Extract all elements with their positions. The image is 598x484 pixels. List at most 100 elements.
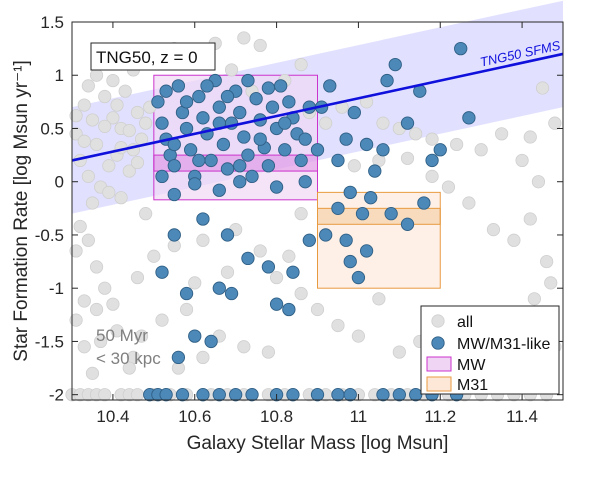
data-point-all (118, 84, 132, 98)
data-point-all (376, 116, 390, 130)
data-point-mw-m31 (278, 116, 292, 130)
x-axis-label: Galaxy Stellar Mass [log Msun] (187, 433, 449, 454)
data-point-all (69, 109, 83, 123)
data-point-all (122, 164, 136, 178)
data-point-all (106, 111, 120, 125)
annotation-aperture: < 30 kpc (96, 349, 161, 368)
data-point-mw-m31 (179, 95, 194, 109)
data-point-mw-m31 (233, 159, 247, 173)
data-point-all (139, 207, 153, 221)
data-point-all (224, 63, 239, 77)
data-point-all (77, 134, 91, 148)
data-point-mw-m31 (359, 137, 374, 152)
data-point-all (548, 116, 562, 130)
data-point-all (535, 81, 550, 95)
data-point-all (331, 318, 345, 333)
x-tick-label: 10.6 (178, 407, 211, 426)
data-point-all (130, 155, 145, 170)
data-point-mw-m31 (286, 388, 300, 402)
data-point-mw-m31 (433, 143, 447, 157)
data-point-mw-m31 (286, 265, 300, 279)
data-point-mw-m31 (400, 217, 415, 231)
data-point-mw-m31 (188, 177, 202, 191)
data-point-mw-m31 (167, 187, 181, 202)
data-point-all (372, 292, 386, 306)
data-point-mw-m31 (155, 265, 169, 279)
data-point-all (196, 233, 210, 247)
data-point-all (81, 233, 95, 247)
data-point-all (425, 132, 439, 146)
data-point-mw-m31 (220, 228, 235, 242)
data-point-mw-m31 (310, 388, 325, 402)
data-point-all (188, 276, 202, 290)
x-tick-label: 11 (350, 407, 368, 426)
data-point-all (89, 302, 104, 317)
y-tick-label: -0.5 (35, 226, 64, 245)
legend-swatch-mw (426, 356, 452, 372)
y-axis-label: Star Formation Rate [log Msun yr⁻¹] (11, 60, 32, 361)
data-point-all (269, 270, 284, 285)
data-point-all (347, 159, 361, 173)
data-point-mw-m31 (368, 164, 382, 178)
data-point-all (122, 124, 136, 138)
data-point-mw-m31 (155, 116, 169, 130)
data-point-mw-m31 (245, 388, 259, 402)
data-point-mw-m31 (282, 95, 296, 109)
data-point-all (81, 169, 95, 183)
y-tick-label: -2 (49, 386, 64, 405)
data-point-mw-m31 (282, 302, 296, 317)
y-tick-label: 1 (55, 66, 64, 85)
annotation-time-window: 50 Myr (96, 326, 148, 345)
data-point-mw-m31 (298, 132, 312, 146)
data-point-all (351, 329, 366, 343)
data-point-mw-m31 (265, 100, 280, 114)
data-point-all (106, 73, 120, 88)
data-point-all (220, 265, 235, 279)
annotation-box-label: TNG50, z = 0 (96, 48, 198, 67)
data-point-mw-m31 (188, 329, 202, 343)
data-point-all (81, 79, 95, 93)
legend-swatch-m31 (426, 376, 452, 392)
data-point-mw-m31 (376, 143, 390, 157)
data-point-all (89, 137, 104, 152)
data-point-mw-m31 (462, 111, 476, 125)
data-point-all (507, 233, 521, 247)
annotation-box-frame (90, 42, 216, 71)
data-point-mw-m31 (233, 175, 247, 189)
data-point-all (294, 57, 308, 72)
data-point-mw-m31 (241, 251, 255, 266)
data-point-mw-m31 (171, 350, 186, 365)
data-point-all (77, 98, 91, 112)
data-point-mw-m31 (343, 185, 357, 200)
data-point-mw-m31 (196, 111, 210, 125)
data-point-mw-m31 (196, 212, 210, 226)
data-point-all (69, 244, 83, 258)
data-point-all (253, 38, 267, 53)
data-point-mw-m31 (417, 196, 431, 210)
sfms-line (71, 52, 564, 162)
data-point-mw-m31 (380, 73, 394, 88)
data-point-all (486, 223, 501, 237)
data-point-mw-m31 (241, 73, 255, 88)
data-point-mw-m31 (343, 388, 357, 402)
data-point-all (77, 340, 91, 354)
data-point-all (130, 270, 145, 285)
data-point-mw-m31 (220, 89, 235, 104)
data-point-mw-m31 (233, 105, 247, 120)
legend-label: M31 (457, 377, 488, 394)
data-point-mw-m31 (159, 388, 173, 402)
data-point-mw-m31 (331, 153, 345, 168)
data-point-all (523, 212, 537, 226)
data-point-all (85, 366, 100, 380)
data-point-mw-m31 (323, 79, 337, 93)
data-point-mw-m31 (192, 89, 206, 104)
data-point-mw-m31 (184, 143, 198, 157)
data-point-mw-m31 (159, 84, 173, 98)
data-point-all (98, 281, 112, 295)
legend-label: all (457, 314, 473, 331)
data-point-all (98, 89, 112, 104)
data-point-mw-m31 (339, 233, 353, 247)
data-point-mw-m31 (376, 388, 390, 402)
